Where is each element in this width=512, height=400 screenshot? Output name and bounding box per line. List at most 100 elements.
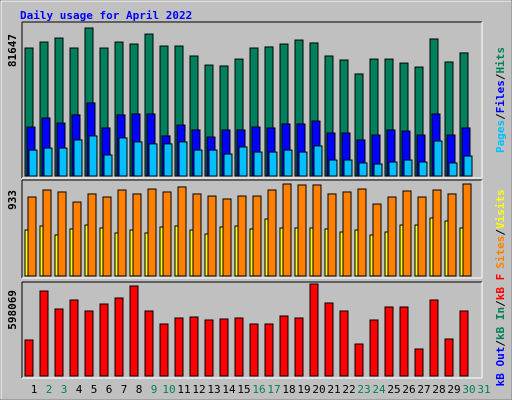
bar [189,316,199,377]
x-tick-label: 12 [192,383,205,396]
x-tick-label: 2 [46,383,53,396]
bar [117,189,127,277]
x-tick-label: 20 [312,383,325,396]
legend-separator: / [494,113,507,120]
bar [159,323,169,377]
bar [28,149,38,177]
x-tick-label: 23 [357,383,370,396]
x-tick-label: 16 [252,383,265,396]
bar [57,191,67,277]
y-tick-label: 81647 [6,34,19,67]
x-tick-label: 8 [136,383,143,396]
bar [298,151,308,177]
bar [208,149,218,177]
legend-entry: Files [494,80,507,113]
bar [432,189,442,277]
x-tick-label: 1 [31,383,38,396]
bar [103,154,113,177]
bar [369,319,379,377]
bar [447,193,457,277]
bar [402,190,412,277]
bar [328,159,338,177]
bar [414,348,424,377]
bar [372,203,382,277]
legend-entry: Visits [494,189,507,229]
legend-separator: / [494,300,507,307]
bar [373,163,383,177]
x-tick-label: 29 [447,383,460,396]
legend: kB Out/kB In/kB F [494,274,507,387]
bar [282,183,292,277]
bar [384,306,394,377]
x-tick-label: 3 [61,383,68,396]
bar [234,317,244,377]
x-tick-label: 14 [222,383,236,396]
x-tick-label: 28 [432,383,445,396]
bar [58,147,68,177]
x-tick-label: 19 [297,383,310,396]
bar [459,310,469,377]
bar [463,155,473,177]
bar [219,318,229,377]
bar [342,191,352,277]
bar [99,303,109,377]
legend-separator: / [494,229,507,236]
bar [24,339,34,377]
x-tick-label: 4 [76,383,83,396]
x-tick-label: 9 [151,383,158,396]
bar [118,137,128,177]
bar [358,162,368,177]
x-tick-label: 7 [121,383,128,396]
legend-entry: Hits [494,47,507,74]
x-tick-label: 6 [106,383,113,396]
bar [403,159,413,177]
legend-entry: kB In [494,307,507,340]
legend: Pages/Files/Hits [494,47,507,153]
bar [193,149,203,177]
bar [429,299,439,377]
x-tick-label: 26 [402,383,415,396]
x-tick-label: 30 [462,383,475,396]
bar [279,315,289,377]
bar [252,195,262,277]
x-tick-label: 17 [267,383,280,396]
bar [163,143,173,177]
bar [387,196,397,277]
bar [417,196,427,277]
bar [294,317,304,377]
y-tick-label: 598069 [6,290,19,330]
bar [147,188,157,277]
x-tick-label: 11 [177,383,190,396]
bar [448,162,458,177]
bar [84,310,94,377]
chart-title: Daily usage for April 2022 [20,9,192,22]
bar [192,193,202,277]
bar [399,306,409,377]
bar [253,151,263,177]
bar [238,146,248,177]
x-tick-label: 25 [387,383,400,396]
x-tick-label: 31 [477,383,490,396]
x-tick-label: 13 [207,383,220,396]
bar [357,188,367,277]
legend-separator: / [494,73,507,80]
bar [73,139,83,177]
bar [418,161,428,177]
legend-separator: / [494,340,507,347]
bar [354,343,364,377]
bar [129,285,139,377]
bar [312,184,322,277]
bar [313,145,323,177]
bar [88,135,98,177]
bar [148,143,158,177]
bar [223,153,233,177]
bar [132,193,142,277]
bar [178,141,188,177]
bar [207,195,217,277]
bar [388,161,398,177]
x-tick-label: 18 [282,383,295,396]
bar [69,299,79,377]
bar [174,317,184,377]
bar [444,338,454,377]
